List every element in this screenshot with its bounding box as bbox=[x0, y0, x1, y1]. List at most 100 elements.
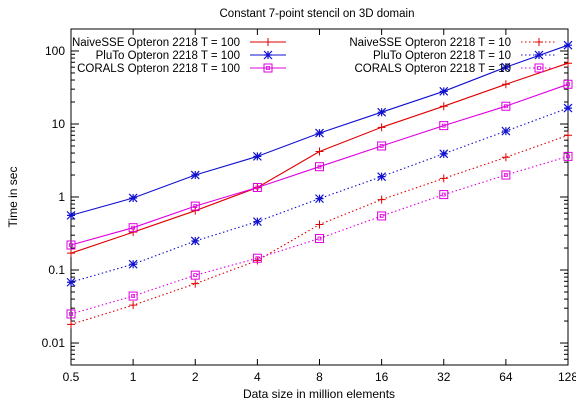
legend-label: PluTo Opteron 2218 T = 10 bbox=[373, 50, 511, 62]
legend-marker bbox=[534, 50, 544, 60]
data-point bbox=[129, 301, 138, 310]
data-point bbox=[252, 151, 262, 161]
data-point-inner bbox=[317, 236, 322, 241]
axis-ticks: 0.5 1 2 4 8 16 32 64 128 0.01 0.1 1 10 100 bbox=[42, 29, 576, 384]
data-point bbox=[563, 103, 573, 113]
series-layer bbox=[66, 40, 573, 329]
data-point-inner bbox=[69, 312, 73, 316]
data-point bbox=[439, 149, 449, 159]
data-point bbox=[564, 131, 572, 140]
data-point-inner bbox=[255, 185, 260, 190]
data-point bbox=[439, 190, 449, 200]
y-tick-label: 0.1 bbox=[48, 263, 65, 277]
data-point-inner bbox=[317, 164, 322, 169]
data-point bbox=[252, 253, 262, 263]
data-point bbox=[377, 107, 387, 117]
data-point-inner bbox=[379, 214, 384, 218]
x-tick-label: 64 bbox=[499, 370, 513, 384]
data-point bbox=[377, 195, 386, 204]
series-2 bbox=[66, 79, 573, 250]
data-point bbox=[439, 86, 449, 96]
series-line bbox=[70, 155, 569, 315]
legend-marker bbox=[534, 63, 544, 73]
y-tick-label: 1 bbox=[58, 190, 65, 204]
x-tick-label: 4 bbox=[254, 370, 261, 384]
data-point bbox=[315, 194, 324, 204]
data-point bbox=[377, 123, 386, 132]
data-point-inner bbox=[566, 82, 570, 87]
data-point bbox=[501, 80, 510, 89]
legend-label: CORALS Opteron 2218 T = 10 bbox=[354, 63, 511, 75]
legend-label: PluTo Opteron 2218 T = 100 bbox=[96, 50, 240, 62]
x-tick-label: 0.5 bbox=[63, 370, 80, 384]
data-point bbox=[501, 153, 510, 162]
series-4 bbox=[66, 103, 573, 287]
data-point-inner bbox=[566, 154, 570, 159]
data-point bbox=[315, 147, 324, 156]
x-tick-label: 2 bbox=[192, 370, 199, 384]
legend-marker bbox=[263, 63, 273, 73]
data-point bbox=[190, 270, 200, 280]
y-tick-label: 100 bbox=[45, 44, 65, 58]
legend-marker-inner bbox=[266, 66, 270, 70]
data-point bbox=[439, 102, 448, 111]
data-point-inner bbox=[503, 104, 508, 109]
legend-marker bbox=[264, 38, 272, 46]
data-point bbox=[315, 234, 324, 244]
y-tick-label: 0.01 bbox=[42, 336, 66, 350]
data-point bbox=[563, 40, 573, 50]
y-axis-label: Time in sec bbox=[6, 167, 20, 228]
data-point-inner bbox=[69, 243, 73, 247]
data-point-inner bbox=[503, 173, 508, 177]
data-point bbox=[66, 240, 76, 250]
data-point bbox=[315, 220, 324, 229]
data-point bbox=[377, 172, 387, 182]
data-point bbox=[439, 121, 449, 131]
data-point bbox=[315, 128, 324, 138]
data-point bbox=[377, 141, 387, 151]
legend-marker bbox=[535, 38, 543, 46]
data-point bbox=[190, 236, 200, 246]
data-point bbox=[128, 193, 138, 203]
data-point bbox=[501, 101, 511, 111]
data-point bbox=[252, 182, 262, 192]
x-tick-label: 32 bbox=[437, 370, 451, 384]
data-point bbox=[66, 277, 76, 287]
data-point-inner bbox=[193, 273, 198, 278]
data-point bbox=[66, 210, 76, 220]
data-point bbox=[128, 291, 138, 301]
data-point bbox=[128, 259, 138, 269]
legend-label: NaiveSSE Opteron 2218 T = 100 bbox=[72, 37, 240, 49]
y-tick-label: 10 bbox=[52, 117, 66, 131]
data-point bbox=[563, 79, 573, 89]
series-line bbox=[70, 134, 569, 325]
series-1 bbox=[66, 40, 573, 220]
legend-marker bbox=[263, 50, 273, 60]
data-point bbox=[190, 201, 200, 211]
x-tick-label: 8 bbox=[316, 370, 323, 384]
data-point bbox=[253, 256, 262, 265]
data-point-inner bbox=[131, 294, 136, 298]
data-point bbox=[501, 62, 511, 72]
legend-marker-inner bbox=[537, 66, 541, 70]
chart-title: Constant 7-point stencil on 3D domain bbox=[220, 8, 415, 20]
x-tick-label: 1 bbox=[130, 370, 137, 384]
data-point-inner bbox=[379, 144, 384, 148]
data-point bbox=[377, 211, 387, 221]
data-point-inner bbox=[255, 256, 260, 261]
x-tick-label: 128 bbox=[558, 370, 576, 384]
legend-label: CORALS Opteron 2218 T = 100 bbox=[77, 63, 240, 75]
data-point bbox=[128, 223, 138, 233]
x-tick-label: 16 bbox=[375, 370, 389, 384]
series-5 bbox=[66, 151, 573, 319]
data-point bbox=[252, 217, 262, 227]
data-point-inner bbox=[193, 204, 198, 209]
data-point bbox=[439, 174, 448, 183]
data-point bbox=[190, 170, 200, 180]
legend-label: NaiveSSE Opteron 2218 T = 10 bbox=[349, 37, 511, 49]
series-3 bbox=[67, 131, 572, 329]
data-point-inner bbox=[131, 225, 136, 230]
data-point bbox=[66, 309, 76, 319]
